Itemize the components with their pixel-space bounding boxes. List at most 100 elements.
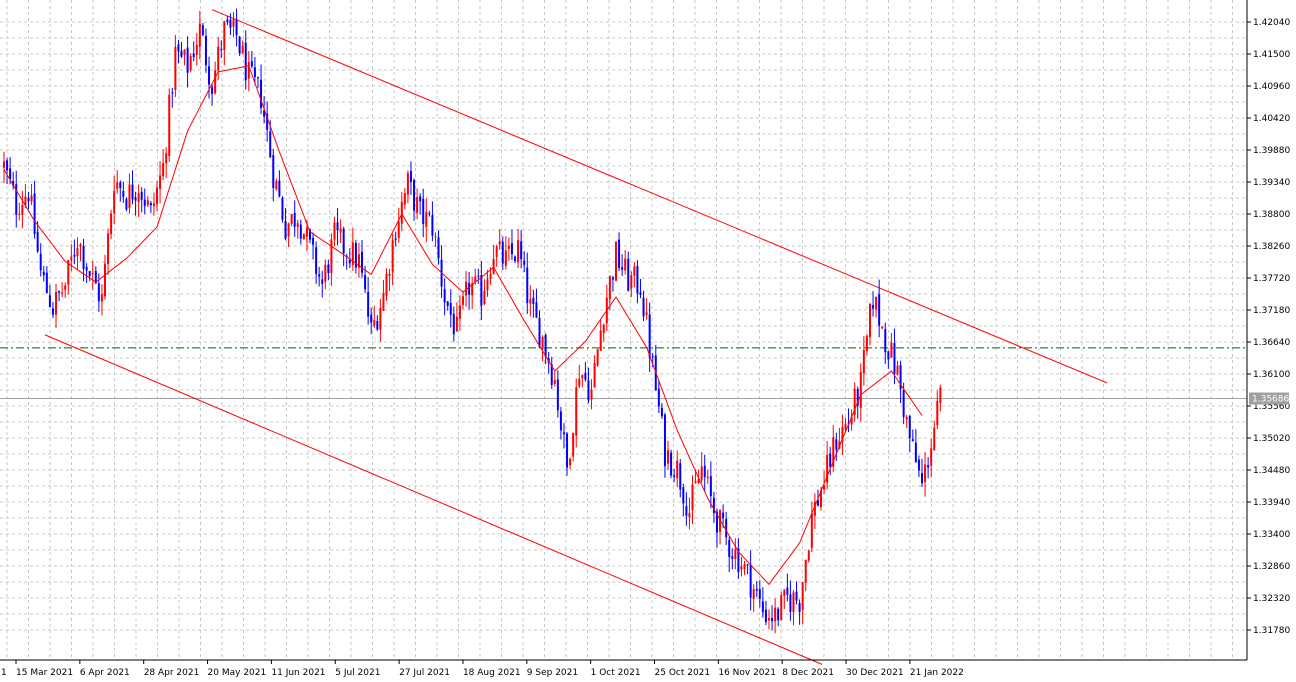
candle-body (752, 589, 755, 599)
candle (235, 8, 238, 47)
price-tick-label: 1.40960 (1253, 82, 1290, 92)
candle (700, 451, 703, 483)
candle-body (70, 256, 73, 261)
candle (85, 263, 88, 283)
time-scale[interactable]: 1 15 Mar 2021 6 Apr 2021 28 Apr 2021 20 May … (1, 660, 964, 678)
candle-body (853, 388, 856, 416)
trend-channel[interactable] (44, 9, 1108, 665)
grid (0, 0, 1247, 660)
candle (813, 493, 816, 529)
candle-body (465, 281, 468, 296)
candle-body (538, 317, 541, 348)
candle (523, 251, 526, 273)
candle (24, 184, 27, 208)
candle (639, 279, 642, 299)
candle (495, 244, 498, 267)
candle-body (354, 242, 357, 268)
candle (434, 232, 437, 248)
candle-body (621, 267, 624, 270)
candle (685, 492, 688, 526)
candle (217, 37, 220, 81)
candle (42, 265, 45, 282)
candle (908, 414, 911, 453)
candle (541, 335, 544, 362)
candle (15, 170, 18, 228)
time-tick-label: 18 Aug 2021 (463, 668, 521, 678)
candle-body (572, 432, 575, 457)
candle-body (715, 511, 718, 533)
candle-body (208, 66, 211, 85)
candle (807, 549, 810, 563)
candle (706, 469, 709, 484)
candle (33, 180, 36, 239)
candle (520, 230, 523, 269)
candle (529, 285, 532, 317)
price-tick-label: 1.36640 (1253, 338, 1290, 348)
candle (826, 441, 829, 490)
candle-body (324, 264, 327, 282)
candle-body (645, 312, 648, 315)
candle-body (373, 320, 376, 326)
candle (3, 151, 5, 184)
price-scale[interactable]: 1.42040 1.41500 1.40960 1.40420 1.39880 1.393… (1247, 18, 1290, 636)
candle-body (810, 513, 813, 548)
candle (890, 332, 893, 358)
price-tick-label: 1.32320 (1253, 594, 1290, 604)
candle (171, 87, 174, 108)
candle-body (611, 277, 614, 280)
candle (119, 180, 122, 202)
candle-body (428, 213, 431, 215)
candle-body (103, 263, 106, 297)
candle-body (125, 199, 128, 210)
candle-body (498, 241, 501, 245)
candle-body (838, 441, 841, 449)
candle-body (260, 79, 263, 108)
candle (899, 360, 902, 404)
candle-body (131, 184, 134, 200)
price-tick-label: 1.37180 (1253, 306, 1290, 316)
candle (737, 538, 740, 579)
candle-body (483, 290, 486, 305)
candle (186, 36, 189, 88)
candle-body (731, 556, 734, 559)
candle-body (149, 203, 152, 206)
time-tick-label: 1 Oct 2021 (591, 668, 641, 678)
candle (875, 296, 878, 318)
candle-body (902, 390, 905, 418)
candle-body (431, 215, 434, 236)
candle-body (152, 203, 155, 207)
candle (143, 188, 146, 215)
candle-body (486, 279, 489, 291)
candle-body (302, 234, 305, 240)
candle (140, 187, 143, 213)
price-tick-label: 1.39340 (1253, 178, 1290, 188)
candle-body (706, 476, 709, 479)
candle (556, 370, 559, 418)
candle (416, 188, 419, 220)
candle-body (79, 244, 82, 247)
candle-body (180, 50, 183, 57)
candle (110, 209, 113, 240)
candle (385, 268, 388, 301)
candle-body (725, 518, 728, 538)
candle (688, 497, 691, 530)
candle-body (287, 223, 290, 237)
candle-body (24, 196, 27, 206)
candle (36, 221, 39, 254)
candle (712, 491, 715, 524)
candle (853, 382, 856, 422)
candle (183, 49, 186, 66)
price-tick-label: 1.37720 (1253, 274, 1290, 284)
candle-body (924, 464, 927, 483)
candle-body (370, 314, 373, 323)
candle (752, 584, 755, 613)
candle-body (682, 487, 685, 504)
candle (443, 278, 446, 316)
candle (939, 384, 942, 412)
candle-body (217, 46, 220, 71)
channel-lower-line (44, 334, 823, 665)
candle-body (110, 213, 113, 235)
candle-body (835, 439, 838, 450)
